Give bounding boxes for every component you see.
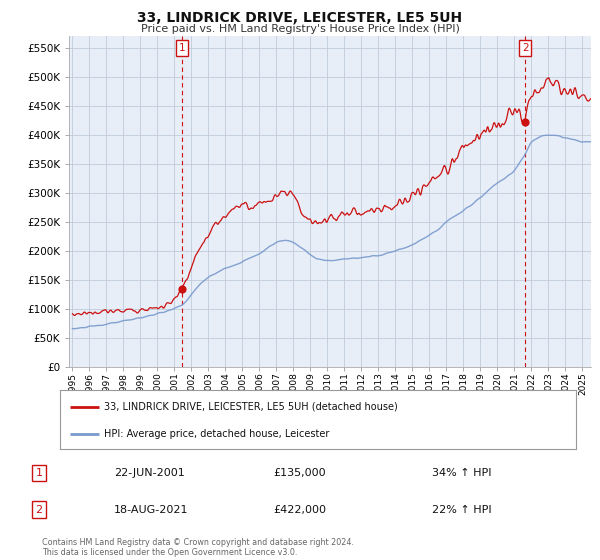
Text: 22% ↑ HPI: 22% ↑ HPI (432, 505, 491, 515)
Text: £422,000: £422,000 (274, 505, 326, 515)
Text: 1: 1 (35, 468, 43, 478)
Text: Contains HM Land Registry data © Crown copyright and database right 2024.: Contains HM Land Registry data © Crown c… (42, 538, 354, 547)
Text: 1: 1 (179, 43, 186, 53)
Text: This data is licensed under the Open Government Licence v3.0.: This data is licensed under the Open Gov… (42, 548, 298, 557)
Text: 2: 2 (522, 43, 529, 53)
Text: 34% ↑ HPI: 34% ↑ HPI (432, 468, 491, 478)
Text: 22-JUN-2001: 22-JUN-2001 (114, 468, 185, 478)
Text: 33, LINDRICK DRIVE, LEICESTER, LE5 5UH (detached house): 33, LINDRICK DRIVE, LEICESTER, LE5 5UH (… (104, 402, 398, 412)
Point (178, 284, 187, 293)
Point (520, 118, 530, 127)
Text: HPI: Average price, detached house, Leicester: HPI: Average price, detached house, Leic… (104, 430, 329, 440)
Text: 18-AUG-2021: 18-AUG-2021 (114, 505, 188, 515)
Text: Price paid vs. HM Land Registry's House Price Index (HPI): Price paid vs. HM Land Registry's House … (140, 24, 460, 34)
Text: 33, LINDRICK DRIVE, LEICESTER, LE5 5UH: 33, LINDRICK DRIVE, LEICESTER, LE5 5UH (137, 11, 463, 25)
Text: 2: 2 (35, 505, 43, 515)
Text: £135,000: £135,000 (274, 468, 326, 478)
